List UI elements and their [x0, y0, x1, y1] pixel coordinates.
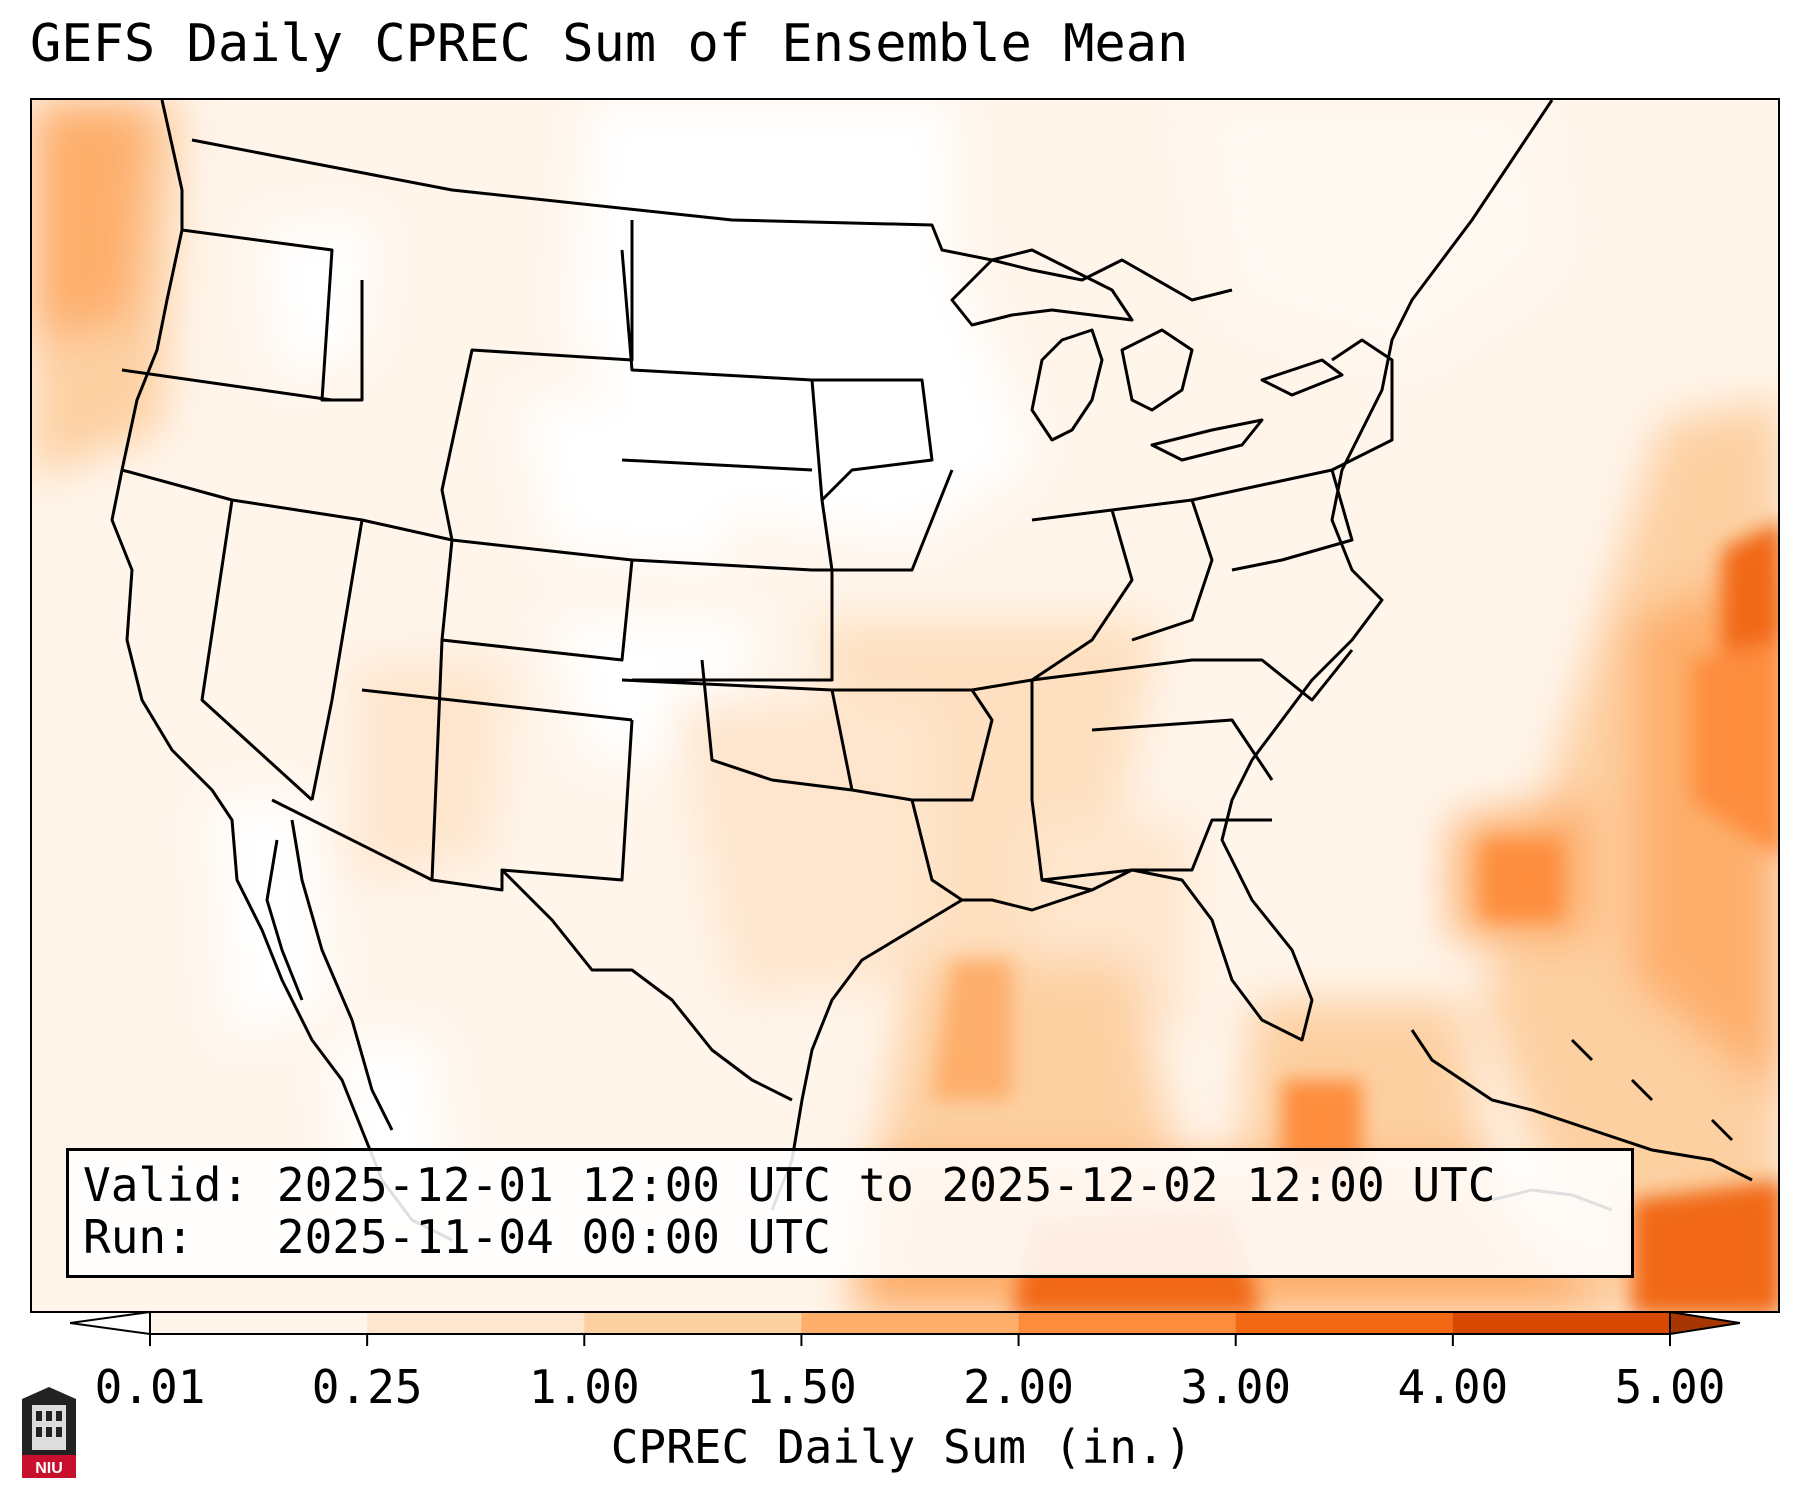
- border-ar-la: [832, 688, 994, 802]
- colorbar-segment: [367, 1312, 585, 1334]
- border-us-mexico-west: [271, 798, 433, 882]
- niu-logo: NIU: [22, 1387, 76, 1478]
- valid-row: Valid: 2025-12-01 12:00 UTC to 2025-12-0…: [83, 1159, 1617, 1211]
- validity-info-box: Valid: 2025-12-01 12:00 UTC to 2025-12-0…: [66, 1148, 1634, 1278]
- border-4corners: [361, 688, 633, 722]
- border-id-mt-wy: [361, 220, 634, 542]
- run-label: Run:: [83, 1210, 194, 1264]
- colorbar: [70, 1310, 1740, 1346]
- border-ok-tx: [621, 659, 854, 792]
- colorbar-tick-label: 1.00: [528, 1360, 640, 1414]
- colorbar-segment: [150, 1312, 368, 1334]
- lake-michigan: [1030, 328, 1104, 442]
- valid-label: Valid:: [83, 1158, 250, 1212]
- border-la-ms: [910, 799, 963, 902]
- colorbar-tick-label: 4.00: [1397, 1360, 1509, 1414]
- colorbar-segment: [1235, 1312, 1454, 1334]
- colorbar-over-extension: [1669, 1310, 1740, 1336]
- bahamas: [1570, 1038, 1734, 1142]
- precipitation-map: [30, 98, 1780, 1313]
- colorbar-tick-label: 0.25: [311, 1360, 423, 1414]
- border-ny-ne: [1331, 338, 1394, 472]
- border-oh-wv: [1111, 498, 1214, 642]
- map-boundaries: [110, 100, 1554, 1242]
- run-row: Run: 2025-11-04 00:00 UTC: [83, 1211, 1617, 1263]
- lake-ontario: [1260, 358, 1344, 397]
- colorbar-label: CPREC Daily Sum (in.): [610, 1420, 1193, 1474]
- lake-huron: [1120, 328, 1194, 412]
- colorbar-segment: [1452, 1312, 1671, 1334]
- colorbar-outline: [149, 1311, 1671, 1335]
- border-tn-nc: [1031, 649, 1354, 702]
- border-ga-fl: [1041, 818, 1272, 882]
- baja-coastline: [265, 819, 394, 1131]
- border-il-in-ky: [1031, 508, 1134, 682]
- colorbar-segment: [1018, 1312, 1237, 1334]
- border-ca-nv: [121, 468, 314, 802]
- border-mn-ia: [812, 378, 934, 502]
- valid-value: 2025-12-01 12:00 UTC to 2025-12-02 12:00…: [276, 1158, 1496, 1212]
- border-ga-sc: [1091, 718, 1274, 781]
- cuba-coastline: [1410, 1029, 1753, 1182]
- border-ms-al: [971, 678, 1093, 892]
- border-sd-ne: [621, 458, 813, 472]
- atlantic-gulf-coastline: [770, 100, 1554, 1211]
- run-value: 2025-11-04 00:00 UTC: [276, 1210, 831, 1264]
- border-us-mexico-rio: [500, 868, 793, 1102]
- colorbar-tick-label: 2.00: [963, 1360, 1074, 1414]
- border-or-north: [121, 368, 333, 402]
- pacific-coastline: [110, 100, 453, 1242]
- colorbar-tick-label: 1.50: [746, 1360, 857, 1414]
- border-pa: [1191, 468, 1354, 572]
- colorbar-segment: [584, 1312, 802, 1334]
- colorbar-ticks: [149, 1334, 1671, 1346]
- logo-text: NIU: [35, 1460, 63, 1477]
- colorbar-tick-label: 0.01: [94, 1360, 206, 1414]
- border-nv-ut: [231, 498, 364, 801]
- colorbar-tick-label: 5.00: [1614, 1360, 1726, 1414]
- border-az-nm: [430, 639, 634, 892]
- colorbar-tick-label: 3.00: [1180, 1360, 1292, 1414]
- border-wy-co: [440, 538, 634, 662]
- map-svg: [32, 100, 1778, 1311]
- colorbar-under-extension: [70, 1310, 151, 1336]
- lake-superior: [950, 248, 1134, 327]
- colorbar-segments: [70, 1310, 1740, 1336]
- colorbar-segment: [801, 1312, 1020, 1334]
- lake-erie: [1150, 418, 1264, 462]
- border-ia-mo: [832, 469, 954, 572]
- map-title: GEFS Daily CPREC Sum of Ensemble Mean: [30, 14, 1189, 74]
